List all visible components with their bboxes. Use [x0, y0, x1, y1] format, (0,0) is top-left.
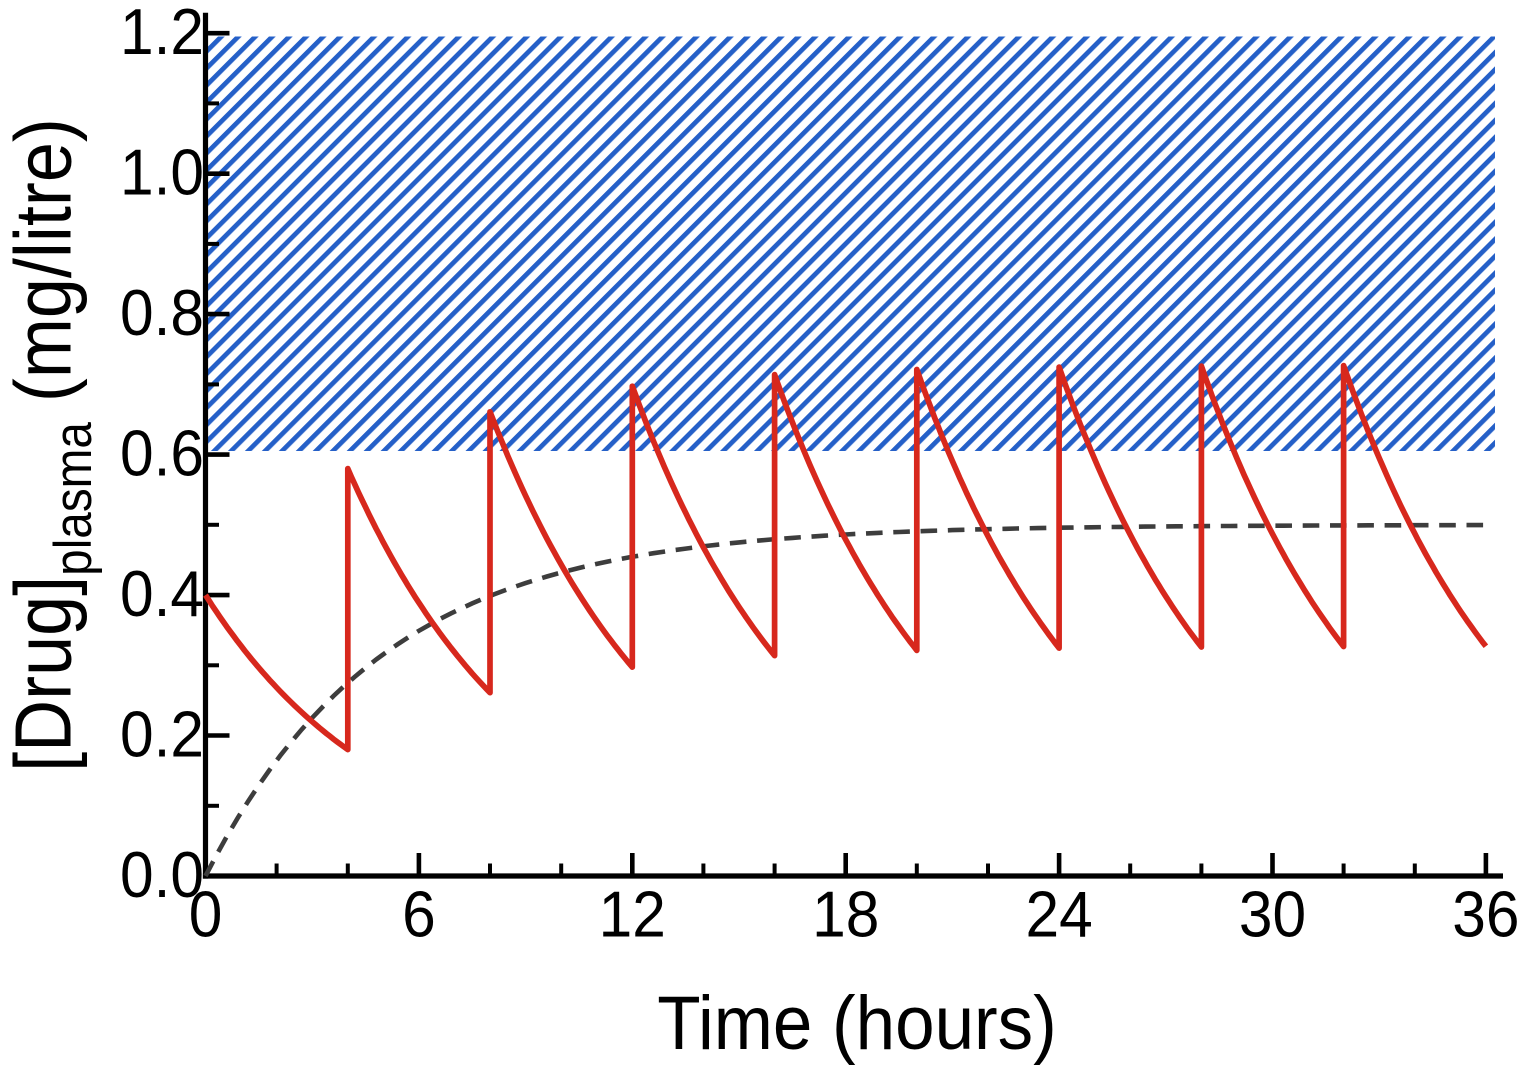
svg-text:0.6: 0.6 [120, 418, 204, 490]
svg-text:6: 6 [402, 879, 436, 951]
svg-text:1.2: 1.2 [120, 0, 204, 69]
svg-text:24: 24 [1025, 879, 1092, 951]
svg-text:0.8: 0.8 [120, 277, 204, 349]
svg-text:12: 12 [599, 879, 666, 951]
svg-text:36: 36 [1452, 879, 1519, 951]
svg-text:0.2: 0.2 [120, 699, 204, 771]
svg-text:[Drug]plasma (mg/litre): [Drug]plasma (mg/litre) [0, 118, 103, 772]
svg-text:30: 30 [1239, 879, 1306, 951]
svg-text:0: 0 [189, 879, 223, 951]
svg-text:0.0: 0.0 [120, 839, 204, 911]
svg-text:0.4: 0.4 [120, 558, 204, 630]
svg-text:Time (hours): Time (hours) [657, 980, 1057, 1066]
svg-text:18: 18 [812, 879, 879, 951]
svg-text:1.0: 1.0 [120, 137, 204, 209]
